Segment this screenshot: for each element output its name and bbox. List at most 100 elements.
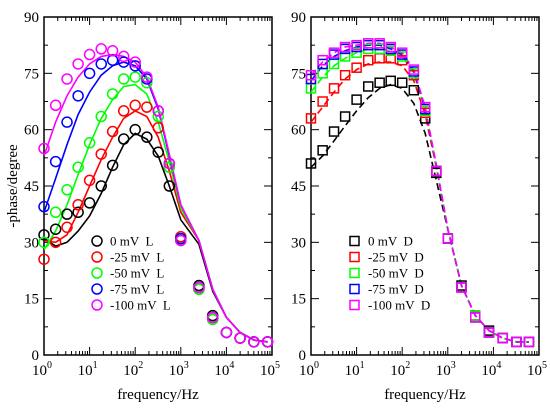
data-point xyxy=(497,332,508,344)
data-point xyxy=(129,60,141,72)
data-point xyxy=(163,157,176,170)
data-point xyxy=(106,45,119,57)
y-tick-label: 15 xyxy=(291,292,306,308)
x-tick-exponent: 3 xyxy=(184,360,189,371)
data-point xyxy=(95,43,107,55)
data-point xyxy=(106,54,119,66)
x-tick-exponent: 5 xyxy=(542,360,547,371)
x-tick-exponent: 1 xyxy=(360,360,365,371)
data-point xyxy=(523,336,535,348)
data-point xyxy=(152,122,164,134)
data-point xyxy=(339,41,351,53)
data-point xyxy=(38,236,50,249)
data-point xyxy=(351,47,362,58)
y-tick-label: 75 xyxy=(291,66,306,82)
data-point xyxy=(61,116,73,128)
y-axis-title: -phase/degree xyxy=(5,144,21,228)
data-point xyxy=(317,145,328,156)
data-point xyxy=(72,90,84,102)
data-point xyxy=(163,180,176,192)
x-tick-exponent: 2 xyxy=(138,360,143,371)
data-point xyxy=(49,223,62,235)
legend-label: -100 mV L xyxy=(110,298,171,313)
data-point xyxy=(328,47,340,58)
y-tick-label: 90 xyxy=(24,10,39,26)
data-point xyxy=(497,332,508,344)
legend-label: -25 mV L xyxy=(110,250,164,265)
x-tick-label: 103 xyxy=(169,360,189,379)
data-point xyxy=(72,161,84,173)
data-point xyxy=(511,336,522,348)
x-tick-base: 10 xyxy=(481,363,496,379)
data-point xyxy=(470,312,481,323)
data-point xyxy=(141,131,153,143)
x-tick-base: 10 xyxy=(78,363,93,379)
x-tick-base: 10 xyxy=(169,363,184,379)
y-tick-label: 60 xyxy=(24,123,39,139)
data-point xyxy=(61,221,73,234)
data-point xyxy=(396,77,408,88)
x-tick-base: 10 xyxy=(32,363,47,379)
x-tick-base: 10 xyxy=(390,363,405,379)
data-point xyxy=(117,50,130,63)
x-axis-title: frequency/Hz xyxy=(117,387,199,403)
data-point xyxy=(83,48,96,61)
x-tick-label: 105 xyxy=(527,360,547,379)
x-tick-exponent: 4 xyxy=(496,360,501,371)
y-tick-label: 0 xyxy=(32,348,40,364)
data-point xyxy=(385,75,396,87)
x-tick-base: 10 xyxy=(260,363,275,379)
x-tick-exponent: 5 xyxy=(275,360,280,371)
data-point xyxy=(49,206,62,219)
data-point xyxy=(72,199,84,211)
legend-marker xyxy=(91,235,103,247)
data-point xyxy=(431,165,442,177)
x-tick-exponent: 2 xyxy=(405,360,410,371)
x-tick-exponent: 4 xyxy=(229,360,234,371)
data-point xyxy=(49,155,62,168)
data-point xyxy=(248,336,260,348)
y-tick-label: 60 xyxy=(291,123,306,139)
x-tick-exponent: 0 xyxy=(314,360,319,371)
x-tick-label: 105 xyxy=(260,360,280,379)
data-point xyxy=(339,69,351,81)
data-point xyxy=(305,158,317,169)
data-point xyxy=(362,54,374,66)
legend-marker xyxy=(91,267,103,279)
data-point xyxy=(61,208,73,220)
x-tick-base: 10 xyxy=(527,363,542,379)
data-point xyxy=(83,197,96,209)
data-point xyxy=(49,236,62,249)
data-point xyxy=(129,123,141,136)
data-point xyxy=(117,105,130,117)
data-point xyxy=(61,73,73,85)
data-point xyxy=(483,327,495,338)
x-tick-exponent: 3 xyxy=(451,360,456,371)
x-tick-label: 104 xyxy=(214,360,234,379)
data-point xyxy=(141,76,153,89)
data-point xyxy=(206,311,219,324)
legend-label: -100 mV D xyxy=(368,298,430,313)
legend-marker xyxy=(349,283,360,295)
y-tick-label: 15 xyxy=(24,292,39,308)
data-point xyxy=(152,146,164,158)
data-point xyxy=(362,38,374,49)
data-point xyxy=(38,200,50,213)
legend-marker xyxy=(91,299,103,311)
data-point xyxy=(152,105,164,117)
data-point xyxy=(193,281,205,294)
data-point xyxy=(141,71,153,83)
data-point xyxy=(129,71,141,83)
data-point xyxy=(362,81,374,92)
x-tick-base: 10 xyxy=(214,363,229,379)
legend-label: -75 mV D xyxy=(368,282,424,297)
data-point xyxy=(374,38,385,49)
x-tick-base: 10 xyxy=(299,363,314,379)
legend-marker xyxy=(91,283,103,295)
legend-marker xyxy=(349,299,360,311)
data-point xyxy=(351,39,362,51)
data-point xyxy=(220,326,233,339)
x-tick-label: 104 xyxy=(481,360,501,379)
x-tick-exponent: 1 xyxy=(93,360,98,371)
data-point xyxy=(497,332,508,344)
